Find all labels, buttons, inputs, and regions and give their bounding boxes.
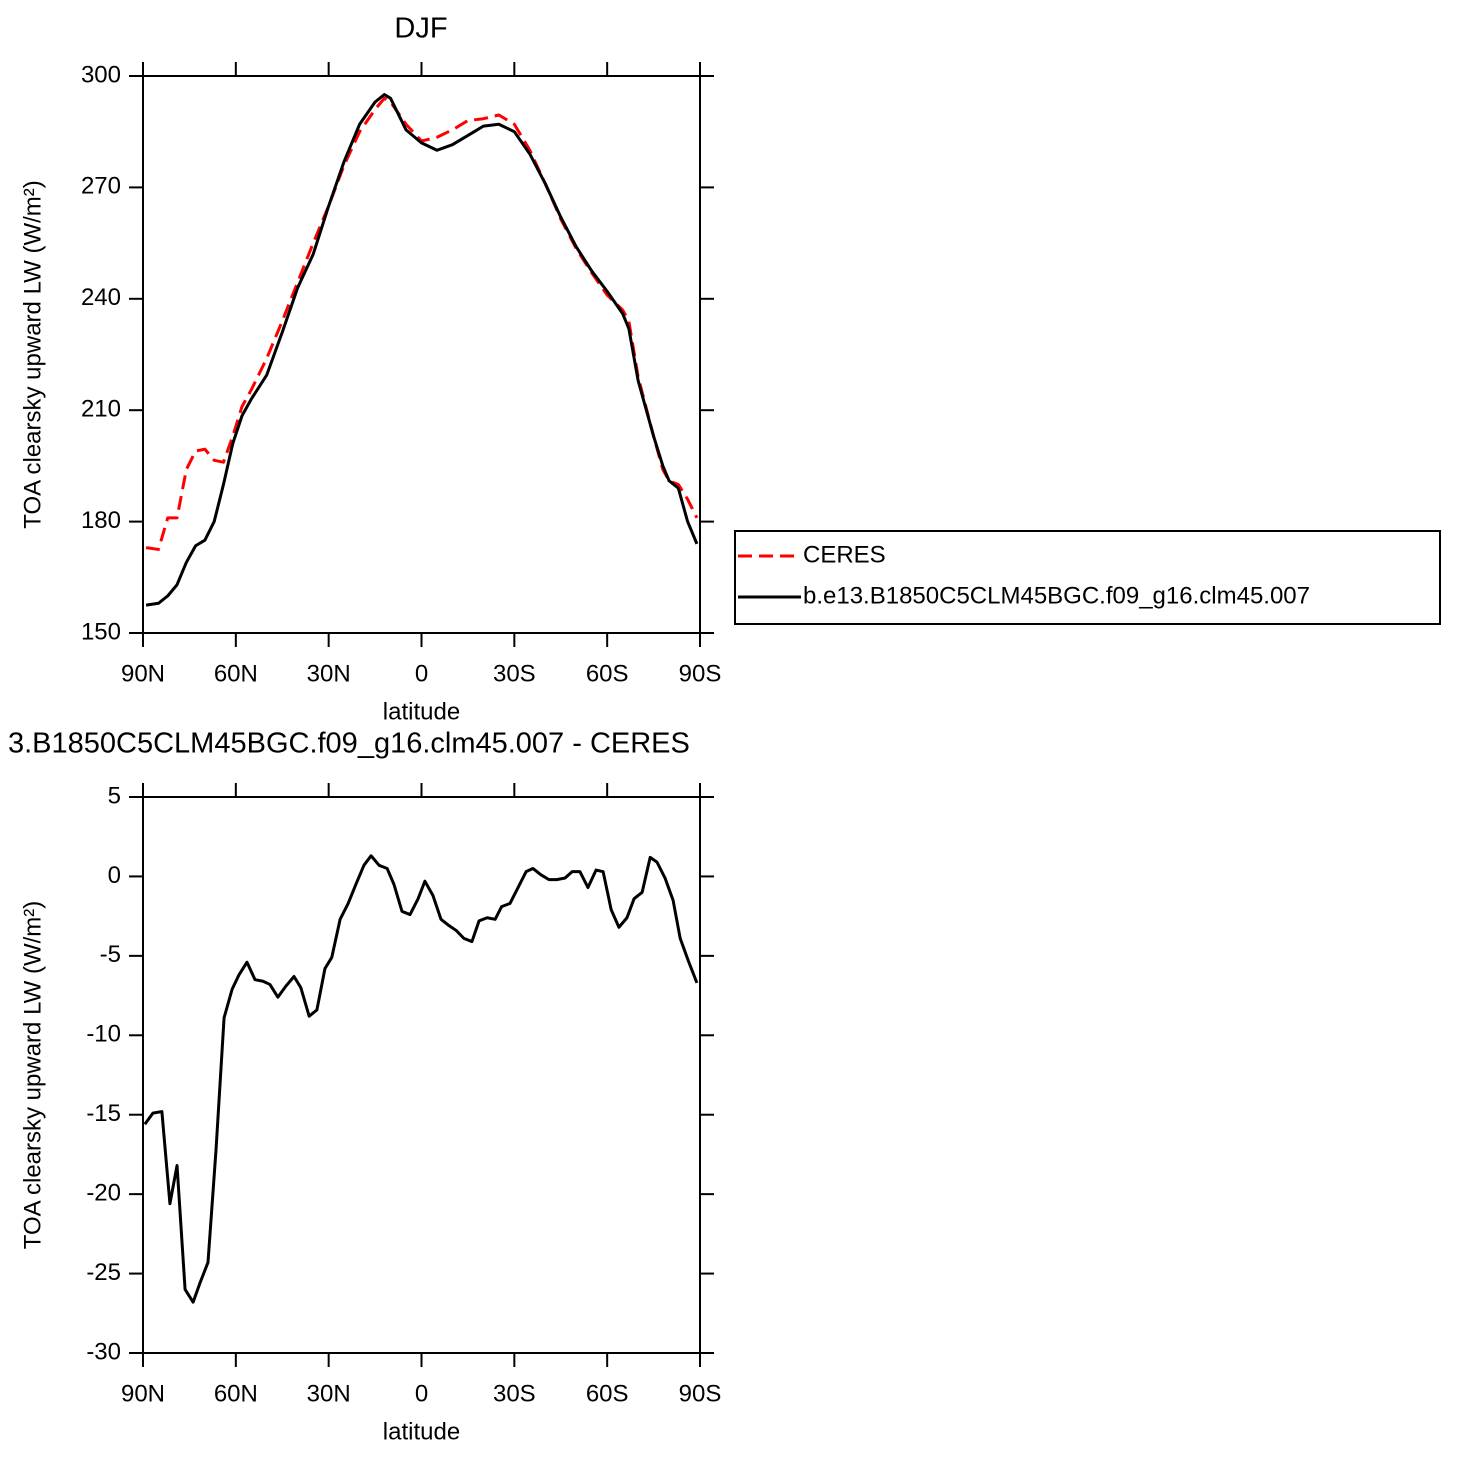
x-tick-label: 30S bbox=[493, 1380, 536, 1407]
legend-label: b.e13.B1850C5CLM45BGC.f09_g16.clm45.007 bbox=[803, 582, 1310, 609]
x-tick-label: 60S bbox=[586, 1380, 629, 1407]
x-tick-label: 90N bbox=[121, 1380, 165, 1407]
y-tick-label: 150 bbox=[81, 618, 121, 645]
x-tick-label: 60S bbox=[586, 660, 629, 687]
x-tick-label: 90S bbox=[679, 660, 722, 687]
data-line bbox=[145, 93, 699, 607]
x-tick-label: 60N bbox=[214, 1380, 258, 1407]
y-tick-label: 210 bbox=[81, 396, 121, 423]
y-tick-label: 180 bbox=[81, 507, 121, 534]
y-tick-label: 5 bbox=[108, 782, 121, 809]
y-tick-label: -30 bbox=[86, 1338, 121, 1365]
y-tick-label: -15 bbox=[86, 1100, 121, 1127]
x-tick-label: 60N bbox=[214, 660, 258, 687]
x-tick-label: 90N bbox=[121, 660, 165, 687]
x-tick-label: 0 bbox=[415, 1380, 428, 1407]
x-tick-label: 30N bbox=[307, 1380, 351, 1407]
plot-frame bbox=[142, 796, 701, 1354]
data-line bbox=[145, 96, 699, 551]
legend-label: CERES bbox=[803, 541, 886, 568]
chart-title: 3.B1850C5CLM45BGC.f09_g16.clm45.007 - CE… bbox=[8, 728, 690, 760]
y-tick-label: -25 bbox=[86, 1259, 121, 1286]
y-tick-label: 270 bbox=[81, 173, 121, 200]
x-axis-label: latitude bbox=[383, 1418, 460, 1445]
y-axis-label: TOA clearsky upward LW (W/m²) bbox=[19, 180, 46, 529]
x-tick-label: 30N bbox=[307, 660, 351, 687]
x-axis-label: latitude bbox=[383, 698, 460, 725]
y-tick-label: 300 bbox=[81, 61, 121, 88]
y-tick-label: -20 bbox=[86, 1179, 121, 1206]
y-tick-label: -5 bbox=[100, 941, 121, 968]
y-tick-label: 0 bbox=[108, 862, 121, 889]
chart-title: DJF bbox=[394, 13, 447, 45]
x-tick-label: 90S bbox=[679, 1380, 722, 1407]
x-tick-label: 0 bbox=[415, 660, 428, 687]
y-tick-label: -10 bbox=[86, 1021, 121, 1048]
legend-box bbox=[734, 530, 1441, 625]
y-tick-label: 240 bbox=[81, 284, 121, 311]
plot-frame bbox=[142, 75, 701, 634]
data-line bbox=[143, 854, 699, 1304]
x-tick-label: 30S bbox=[493, 660, 536, 687]
y-axis-label: TOA clearsky upward LW (W/m²) bbox=[19, 901, 46, 1250]
